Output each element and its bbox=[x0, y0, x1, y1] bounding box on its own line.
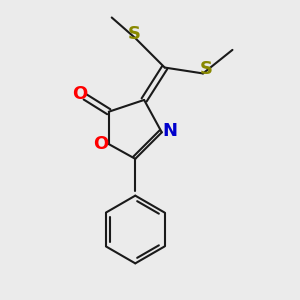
Text: O: O bbox=[72, 85, 87, 103]
Text: S: S bbox=[200, 60, 212, 78]
Text: N: N bbox=[163, 122, 178, 140]
Text: S: S bbox=[127, 25, 140, 43]
Text: O: O bbox=[93, 135, 108, 153]
